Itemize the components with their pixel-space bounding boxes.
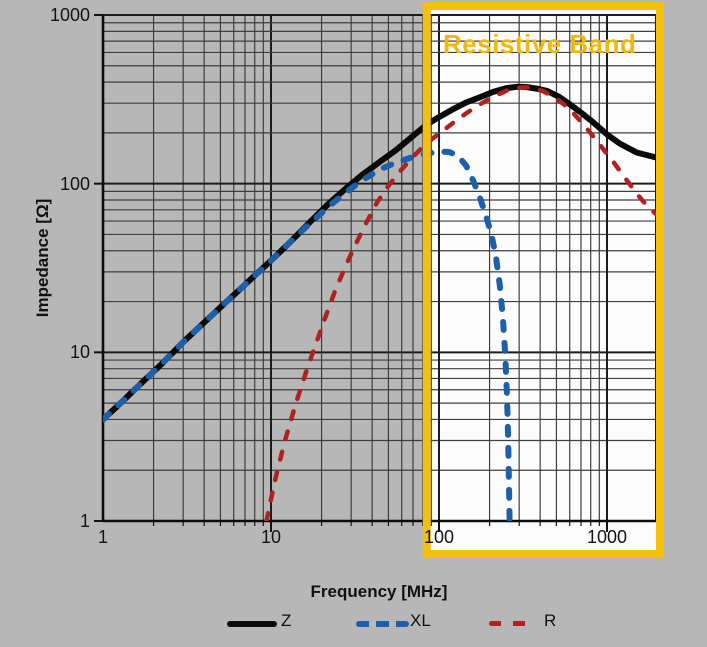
- y-tick-label: 10: [69, 342, 90, 362]
- y-tick-label: 100: [59, 174, 90, 194]
- legend-z-line-sample: [227, 621, 277, 627]
- y-axis-title: Impedance [Ω]: [33, 198, 52, 318]
- x-tick-label: 1000: [586, 527, 628, 547]
- resistive-band-outline: [422, 2, 664, 558]
- legend-r-line-sample: [489, 621, 533, 626]
- legend-r-label: R: [544, 611, 557, 630]
- x-tick-label: 100: [423, 527, 455, 547]
- y-tick-label: 1000: [49, 5, 90, 25]
- legend-xl-line-sample: [356, 621, 409, 627]
- resistive-band-label: Resistive Band: [443, 29, 637, 59]
- x-axis-title: Frequency [MHz]: [310, 582, 448, 601]
- r-curve: [264, 84, 656, 521]
- x-tick-label: 1: [97, 527, 108, 547]
- legend-xl-label: XL: [410, 611, 431, 630]
- x-tick-label: 10: [260, 527, 282, 547]
- xl-curve: [103, 148, 513, 521]
- legend-z-label: Z: [281, 611, 292, 630]
- y-tick-label: 1: [79, 511, 90, 531]
